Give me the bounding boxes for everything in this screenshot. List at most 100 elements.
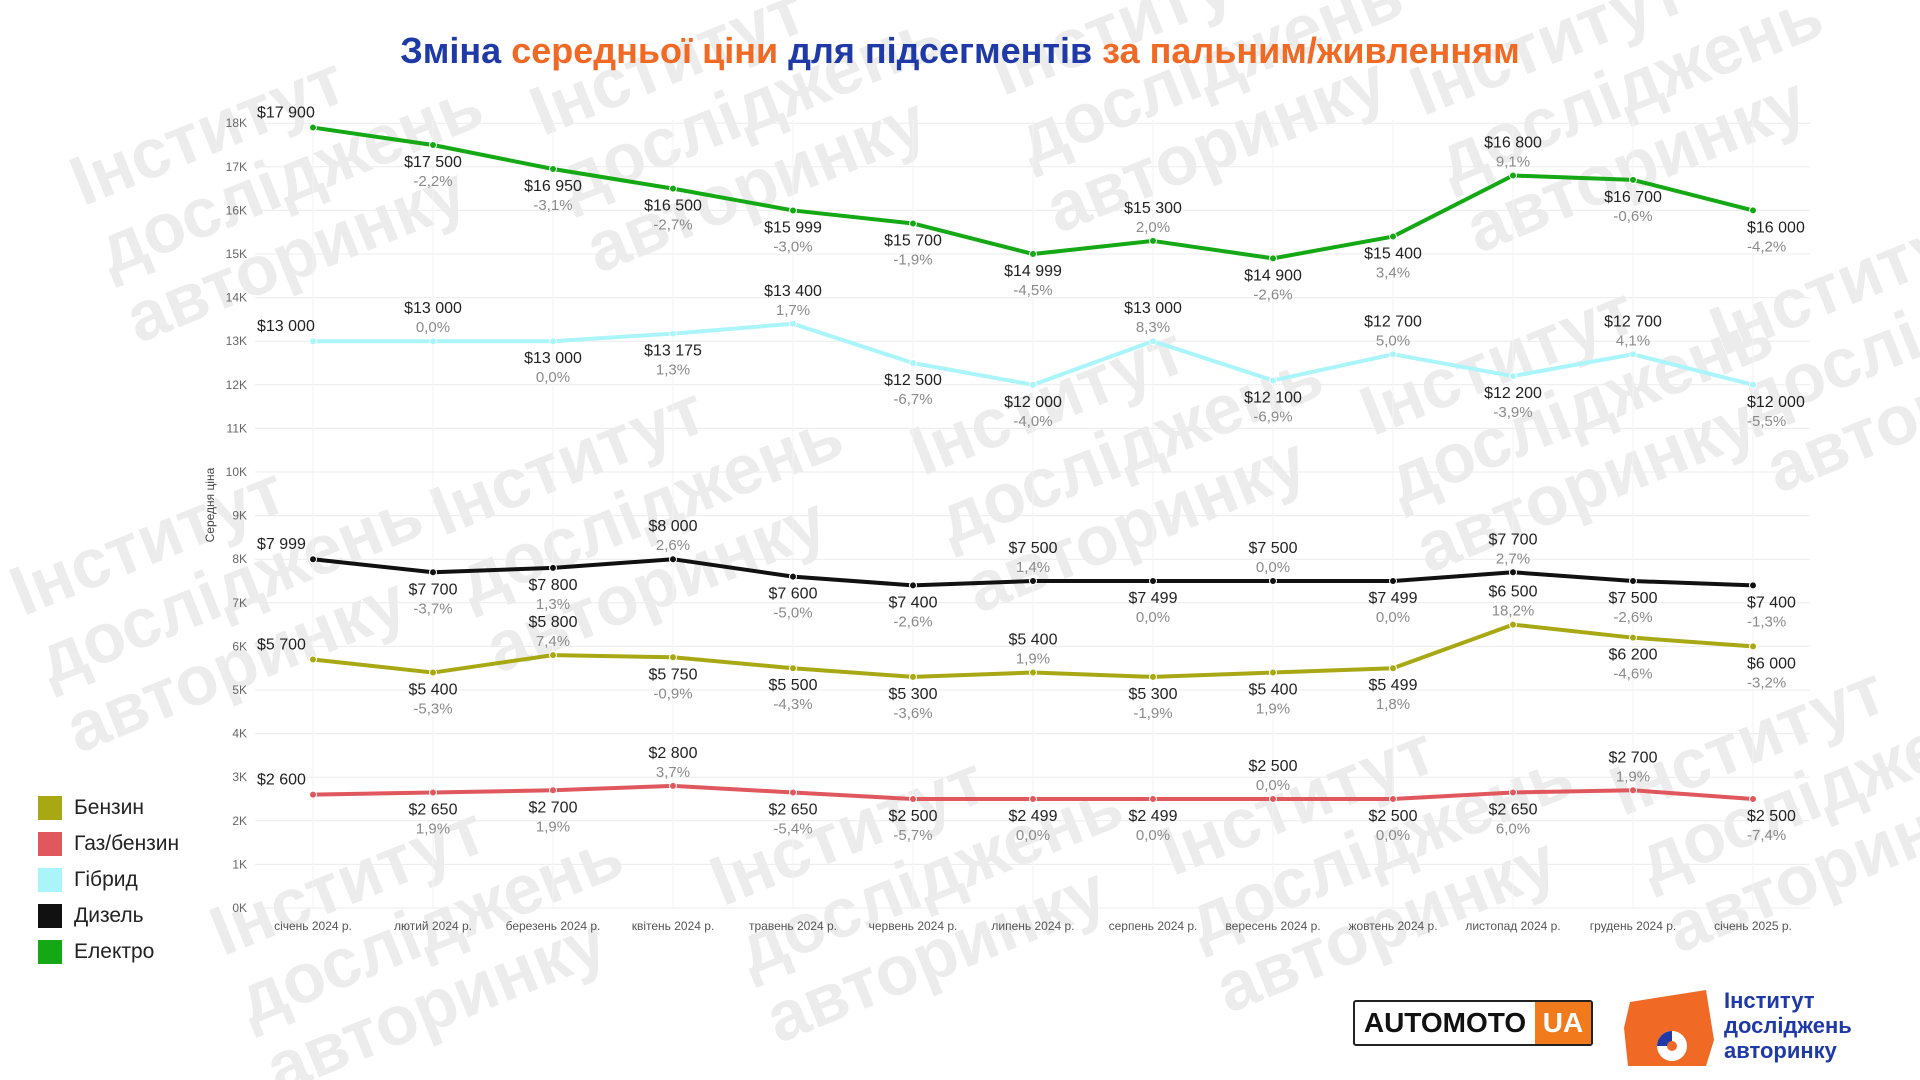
- change-label: 1,9%: [1016, 651, 1050, 668]
- legend-swatch: [38, 832, 62, 856]
- change-label: -4,5%: [1013, 282, 1052, 299]
- y-tick-label: 18K: [226, 116, 247, 130]
- data-point: [1629, 577, 1637, 585]
- data-point: [669, 555, 677, 564]
- data-point: [1269, 668, 1277, 677]
- data-label: $5 300: [1129, 686, 1178, 703]
- legend-item-electro: Електро: [38, 934, 179, 970]
- institute-logo: Інститут досліджень авторинку: [1622, 988, 1892, 1068]
- data-label: $5 400: [409, 682, 458, 699]
- data-point: [309, 655, 317, 664]
- data-point: [1509, 171, 1517, 180]
- data-point: [549, 337, 557, 346]
- data-label: $13 000: [257, 318, 315, 335]
- legend-label: Бензин: [74, 796, 145, 819]
- data-label: $15 700: [884, 232, 942, 249]
- data-label: $2 499: [1129, 808, 1178, 825]
- data-label: $2 800: [649, 745, 698, 762]
- data-label: $5 700: [257, 636, 306, 653]
- data-point: [1149, 795, 1157, 804]
- change-label: 7,4%: [536, 633, 570, 650]
- data-point: [1509, 372, 1517, 381]
- data-point: [1629, 633, 1637, 642]
- data-point: [1509, 620, 1517, 629]
- data-label: $16 000: [1747, 219, 1805, 236]
- data-label: $7 700: [409, 581, 458, 598]
- data-point: [909, 795, 917, 803]
- change-label: -5,0%: [773, 605, 812, 622]
- data-point: [429, 141, 437, 149]
- change-label: 9,1%: [1496, 154, 1530, 171]
- x-tick-label: травень 2024 р.: [749, 919, 837, 933]
- data-point: [309, 790, 317, 799]
- data-point: [1149, 337, 1157, 346]
- change-label: 0,0%: [1376, 827, 1410, 844]
- data-point: [1629, 350, 1637, 359]
- data-point: [1269, 254, 1277, 263]
- data-label: $7 600: [769, 586, 818, 603]
- data-label: $8 000: [649, 518, 698, 535]
- data-point: [909, 672, 917, 681]
- data-point: [1269, 376, 1277, 385]
- data-label: $2 650: [1489, 801, 1538, 818]
- change-label: 1,9%: [416, 820, 450, 837]
- change-label: -3,9%: [1493, 404, 1532, 421]
- change-label: -4,6%: [1613, 666, 1652, 683]
- x-tick-label: січень 2024 р.: [274, 919, 352, 933]
- y-tick-label: 17K: [226, 160, 247, 174]
- data-point: [309, 555, 317, 564]
- change-label: -3,0%: [773, 238, 812, 255]
- data-label: $13 000: [1124, 300, 1182, 317]
- change-label: 4,1%: [1616, 332, 1650, 349]
- legend-label: Газ/бензин: [74, 832, 180, 855]
- x-tick-label: липень 2024 р.: [991, 919, 1074, 933]
- x-tick-label: серпень 2024 р.: [1109, 919, 1198, 933]
- data-point: [1629, 175, 1637, 184]
- data-point: [1269, 577, 1277, 585]
- data-label: $13 000: [404, 300, 462, 317]
- y-tick-label: 15K: [226, 247, 247, 261]
- data-label: $5 400: [1249, 682, 1298, 699]
- legend-item-benzyn: Бензин: [38, 790, 179, 826]
- data-label: $7 700: [1489, 531, 1538, 548]
- data-point: [1509, 788, 1517, 797]
- data-point: [1509, 568, 1517, 577]
- data-point: [549, 164, 557, 173]
- automoto-logo-ua: UA: [1535, 1002, 1591, 1044]
- data-label: $7 400: [889, 594, 938, 611]
- data-point: [669, 781, 677, 790]
- change-label: 2,6%: [656, 537, 690, 554]
- automoto-logo: AUTOMOTO UA: [1353, 1000, 1593, 1046]
- data-point: [1629, 786, 1637, 795]
- change-label: 3,4%: [1376, 265, 1410, 282]
- change-label: -1,9%: [893, 251, 932, 268]
- y-tick-label: 4K: [232, 727, 247, 741]
- y-tick-label: 6K: [232, 639, 247, 653]
- data-point: [909, 581, 917, 590]
- data-point: [1029, 577, 1037, 585]
- data-label: $12 500: [884, 372, 942, 389]
- legend-label: Дизель: [74, 904, 144, 927]
- data-point: [429, 788, 437, 797]
- change-label: -6,7%: [893, 391, 932, 408]
- data-label: $2 500: [1369, 808, 1418, 825]
- legend-swatch: [38, 940, 62, 964]
- data-label: $12 000: [1004, 394, 1062, 411]
- change-label: 0,0%: [416, 319, 450, 336]
- change-label: -2,6%: [893, 613, 932, 630]
- data-point: [789, 664, 797, 673]
- change-label: -6,9%: [1253, 408, 1292, 425]
- change-label: 1,7%: [776, 302, 810, 319]
- y-tick-label: 8K: [232, 552, 247, 566]
- data-label: $13 000: [524, 350, 582, 367]
- change-label: 0,0%: [1256, 777, 1290, 794]
- change-label: -0,6%: [1613, 208, 1652, 225]
- data-point: [1269, 795, 1277, 803]
- data-point: [309, 337, 317, 346]
- x-tick-label: вересень 2024 р.: [1225, 919, 1320, 933]
- change-label: -5,7%: [893, 827, 932, 844]
- change-label: 0,0%: [536, 369, 570, 386]
- data-point: [549, 786, 557, 795]
- change-label: 2,0%: [1136, 219, 1170, 236]
- data-point: [1389, 795, 1397, 803]
